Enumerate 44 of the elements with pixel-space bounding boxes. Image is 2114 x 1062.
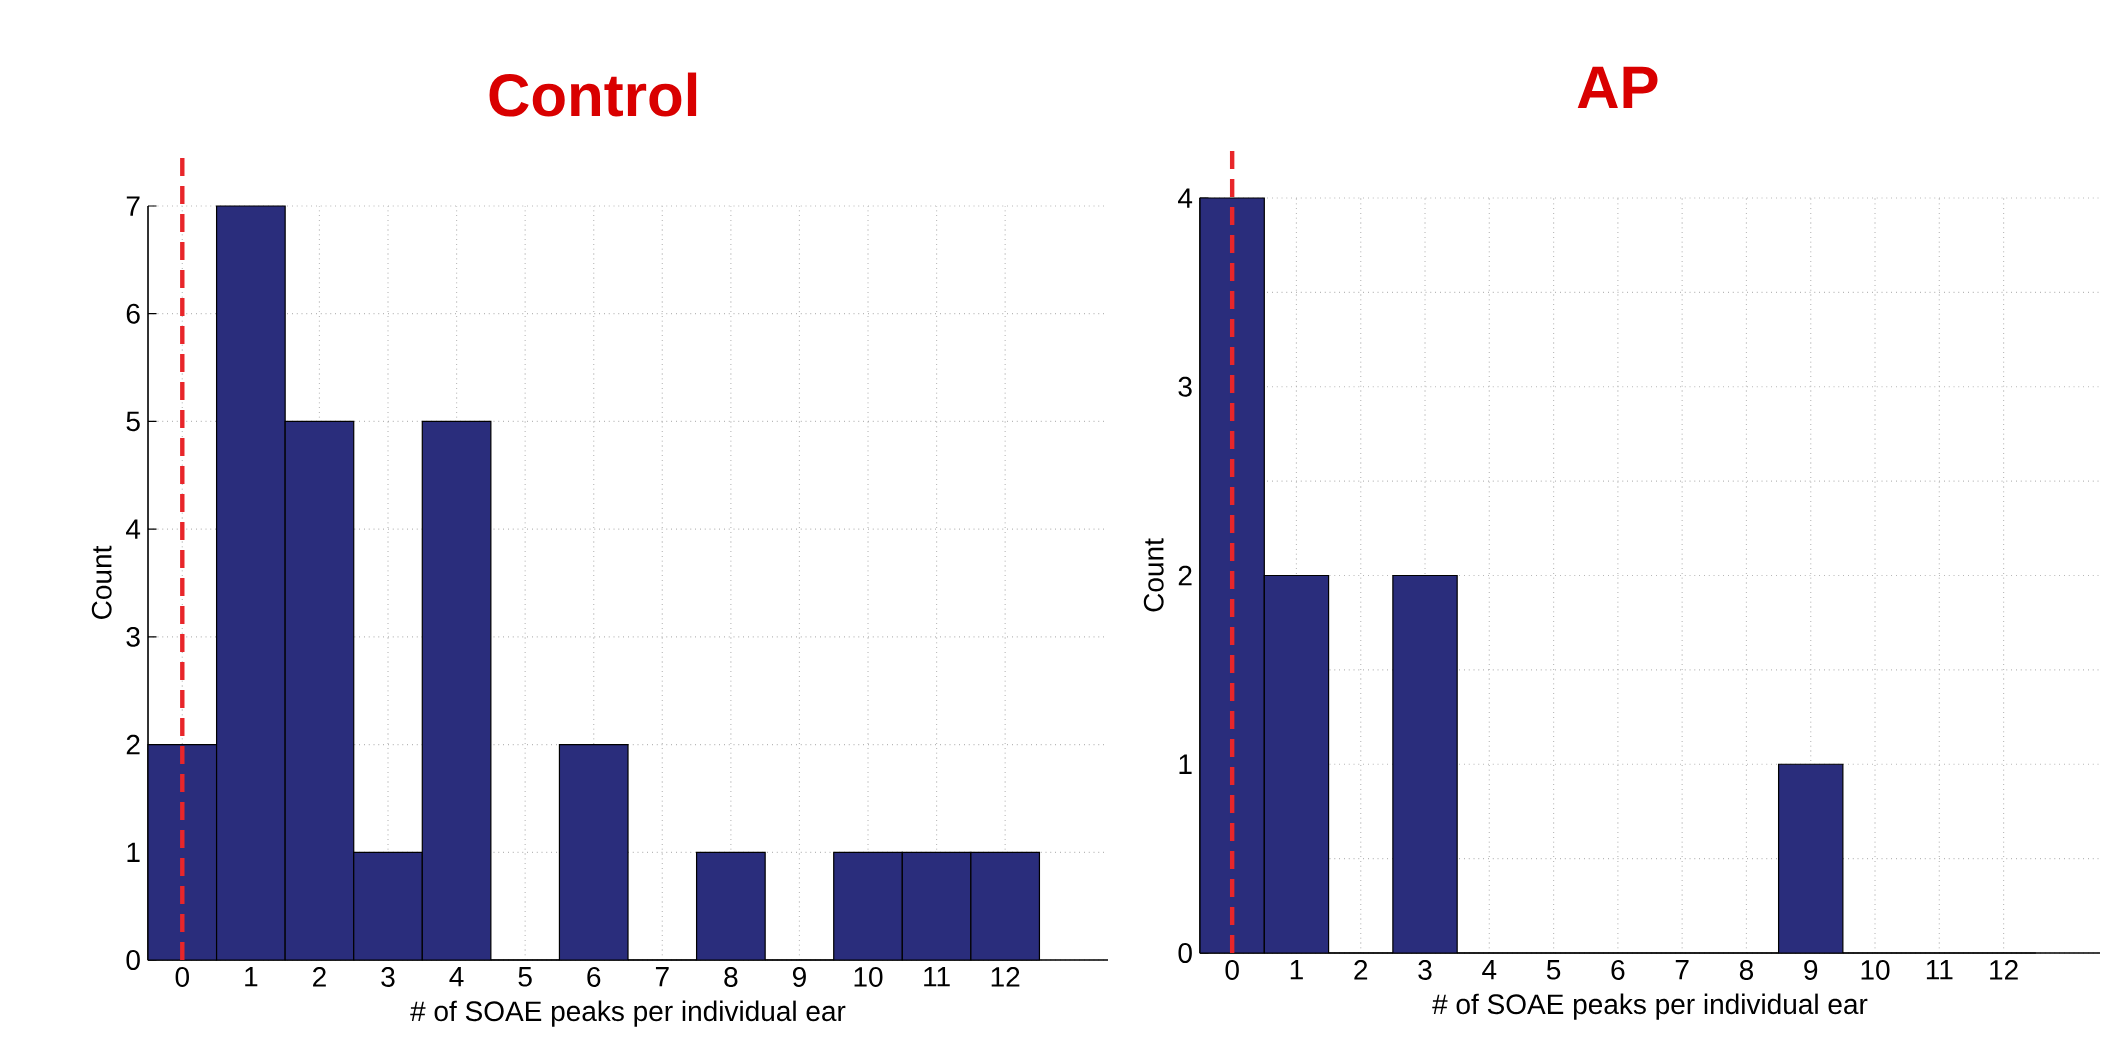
x-tick-label: 8 <box>724 967 738 987</box>
y-tick-label: 6 <box>126 303 140 324</box>
x-tick-label: 7 <box>1675 960 1689 980</box>
x-tick-label: 8 <box>1739 960 1754 980</box>
x-tick-label: 7 <box>655 967 669 987</box>
x-tick-label: 0 <box>175 967 189 987</box>
x-tick-label: 4 <box>1482 960 1497 980</box>
y-tick-label: 4 <box>1178 188 1193 208</box>
x-axis-title: # of SOAE peaks per individual ear <box>1432 993 1868 1020</box>
x-tick-label: 2 <box>1354 960 1368 980</box>
x-tick-label: 9 <box>792 967 806 987</box>
y-tick-label: 3 <box>126 626 140 647</box>
x-tick-label: 10 <box>1861 960 1890 980</box>
y-tick-label: 1 <box>127 842 140 862</box>
y-tick-label: 4 <box>126 519 141 539</box>
x-tick-label: 12 <box>1990 960 2018 980</box>
x-tick-label: 10 <box>854 967 883 987</box>
y-tick-label: 2 <box>1178 565 1192 586</box>
y-tick-label: 0 <box>1178 943 1192 963</box>
x-tick-label: 12 <box>991 967 1020 987</box>
y-tick-label: 1 <box>1179 754 1192 774</box>
x-tick-label: 4 <box>449 967 464 987</box>
x-tick-label: 5 <box>518 967 532 987</box>
y-axis-title: Count <box>91 545 112 619</box>
x-tick-label: 3 <box>1418 960 1432 980</box>
x-tick-label: 11 <box>924 967 950 987</box>
x-tick-label: 2 <box>313 967 326 987</box>
chart-title: Control <box>489 72 697 117</box>
x-tick-label: 11 <box>1926 960 1953 980</box>
y-axis-title: Count <box>1143 538 1164 612</box>
x-tick-label: 0 <box>1225 960 1239 980</box>
x-axis-title: # of SOAE peaks per individual ear <box>410 1000 846 1027</box>
y-tick-label: 5 <box>126 411 140 432</box>
x-tick-label: 6 <box>587 967 601 987</box>
x-tick-label: 1 <box>245 967 258 987</box>
y-tick-label: 3 <box>1178 376 1192 397</box>
y-tick-label: 2 <box>126 734 140 755</box>
x-tick-label: 6 <box>1611 960 1625 980</box>
x-tick-label: 1 <box>1290 960 1303 980</box>
x-tick-label: 5 <box>1546 960 1561 980</box>
x-tick-label: 3 <box>381 967 395 987</box>
x-tick-label: 9 <box>1804 960 1818 980</box>
y-tick-label: 7 <box>126 196 140 216</box>
chart-title: AP <box>1577 66 1658 108</box>
